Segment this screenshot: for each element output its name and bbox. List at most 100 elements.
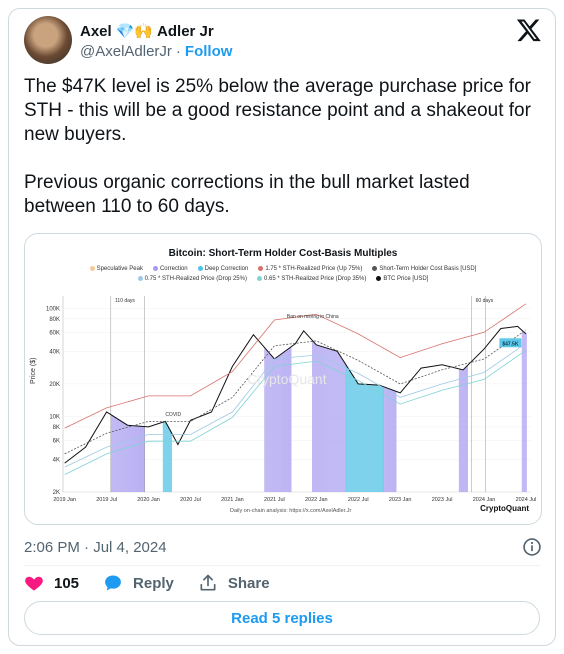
region-bar-correction xyxy=(119,420,121,492)
region-bar-deep-correction xyxy=(355,379,357,492)
region-bar-correction xyxy=(274,358,276,492)
author-emojis: 💎🙌 xyxy=(115,23,154,40)
chart-watermark: CryptoQuant xyxy=(247,371,326,387)
y-tick-label: 4K xyxy=(53,457,60,463)
region-bar-correction xyxy=(275,358,277,492)
region-bar-correction xyxy=(524,332,526,492)
region-bar-correction xyxy=(117,419,119,492)
region-bar-deep-correction xyxy=(168,427,170,492)
region-bar-correction xyxy=(286,350,288,492)
legend-item: 0.75 * STH-Realized Price (Drop 25%) xyxy=(137,276,247,282)
region-bar-deep-correction xyxy=(378,385,380,492)
region-bar-correction xyxy=(278,356,280,492)
chart-annotation: 60 days xyxy=(476,298,494,304)
region-bar-correction xyxy=(390,389,392,492)
tweet-media-chart[interactable]: Bitcoin: Short-Term Holder Cost-Basis Mu… xyxy=(24,233,542,525)
region-bar-correction xyxy=(464,367,466,492)
avatar[interactable] xyxy=(24,16,72,64)
region-bar-deep-correction xyxy=(373,384,375,492)
tweet-timestamp[interactable]: 2:06 PM · Jul 4, 2024 xyxy=(24,539,167,556)
region-bar-correction xyxy=(318,345,320,492)
region-bar-correction xyxy=(316,344,318,492)
region-bar-correction xyxy=(277,356,279,492)
author-handle-row: @AxelAdlerJr · Follow xyxy=(80,43,232,60)
x-tick-label: 2020 Jan xyxy=(137,497,160,503)
follow-button[interactable]: Follow xyxy=(184,43,233,60)
region-bar-correction xyxy=(525,333,527,492)
region-bar-correction xyxy=(120,420,122,492)
info-icon[interactable] xyxy=(522,537,542,557)
region-bar-correction xyxy=(324,347,326,492)
region-bar-correction xyxy=(270,354,272,492)
region-bar-correction xyxy=(522,331,524,492)
region-bar-correction xyxy=(458,368,460,492)
series-line-4 xyxy=(64,349,527,475)
author-handle[interactable]: @AxelAdlerJr xyxy=(80,43,172,60)
region-bar-correction xyxy=(127,425,129,492)
region-bar-correction xyxy=(128,425,130,492)
region-bar-correction xyxy=(136,425,138,492)
region-bar-correction xyxy=(328,348,330,492)
region-bar-deep-correction xyxy=(353,376,355,492)
region-bar-correction xyxy=(342,359,344,492)
region-bar-correction xyxy=(114,417,116,492)
region-bar-correction xyxy=(111,415,113,492)
cryptoquant-logo: CryptoQuant xyxy=(480,504,529,513)
region-bar-correction xyxy=(137,426,139,492)
share-button[interactable]: Share xyxy=(198,573,270,593)
region-bar-deep-correction xyxy=(348,369,350,492)
region-bar-correction xyxy=(129,425,131,492)
series-line-2 xyxy=(64,303,527,429)
region-bar-correction xyxy=(320,345,322,492)
region-bar-deep-correction xyxy=(346,365,348,492)
region-bar-correction xyxy=(329,348,331,492)
region-bar-correction xyxy=(289,348,291,492)
region-bar-correction xyxy=(138,426,140,492)
region-bar-correction xyxy=(337,351,339,492)
region-bar-correction xyxy=(264,347,266,492)
chart-title: Bitcoin: Short-Term Holder Cost-Basis Mu… xyxy=(168,248,398,259)
author-name[interactable]: Axel 💎🙌 Adler Jr xyxy=(80,22,214,41)
current-price-label: $47.5K xyxy=(502,341,519,347)
region-bar-correction xyxy=(124,423,126,492)
chart-legend-row-1: Speculative Peak Correction Deep Correctio… xyxy=(25,266,541,272)
region-bar-correction xyxy=(134,425,136,492)
region-bar-deep-correction xyxy=(363,384,365,492)
region-bar-correction xyxy=(284,351,286,492)
region-bar-correction xyxy=(339,354,341,492)
region-bar-deep-correction xyxy=(351,373,353,492)
region-bar-correction xyxy=(132,425,134,492)
region-bar-correction xyxy=(333,350,335,492)
region-bar-correction xyxy=(331,349,333,492)
region-bar-correction xyxy=(385,387,387,492)
region-bar-correction xyxy=(288,348,290,492)
y-tick-label: 80K xyxy=(49,317,60,323)
tweet-text: The $47K level is 25% below the average … xyxy=(24,76,531,217)
legend-item: 1.75 * STH-Realized Price (Up 75%) xyxy=(258,266,362,272)
region-bar-correction xyxy=(276,357,278,492)
region-bar-correction xyxy=(131,425,133,492)
y-tick-label: 20K xyxy=(49,382,60,388)
legend-item: Deep Correction xyxy=(197,266,248,272)
chart-annotation: 110 days xyxy=(115,298,135,304)
region-bar-correction xyxy=(466,365,468,492)
region-bar-correction xyxy=(115,417,117,492)
region-bar-correction xyxy=(521,330,523,492)
region-bar-correction xyxy=(266,349,268,492)
x-tick-label: 2019 Jul xyxy=(96,497,117,503)
reply-label: Reply xyxy=(133,574,174,592)
handle-separator: · xyxy=(175,43,181,60)
region-bar-deep-correction xyxy=(347,367,349,492)
region-bar-deep-correction xyxy=(375,384,377,492)
reply-button[interactable]: Reply xyxy=(103,573,174,593)
read-replies-button[interactable]: Read 5 replies xyxy=(24,601,540,635)
chart-plot: 2K 4K 6K 8K 10K 20K 40K 60K 80K 100K 2019 Jan 2019 … xyxy=(46,296,536,503)
region-bar-deep-correction xyxy=(163,421,165,492)
region-bar-correction xyxy=(327,348,329,492)
region-bar-correction xyxy=(340,356,342,492)
x-logo-icon[interactable] xyxy=(516,17,542,43)
region-bar-correction xyxy=(110,414,112,492)
like-button[interactable]: 105 xyxy=(24,573,79,593)
region-bar-correction xyxy=(313,341,315,492)
y-tick-label: 6K xyxy=(53,438,60,444)
